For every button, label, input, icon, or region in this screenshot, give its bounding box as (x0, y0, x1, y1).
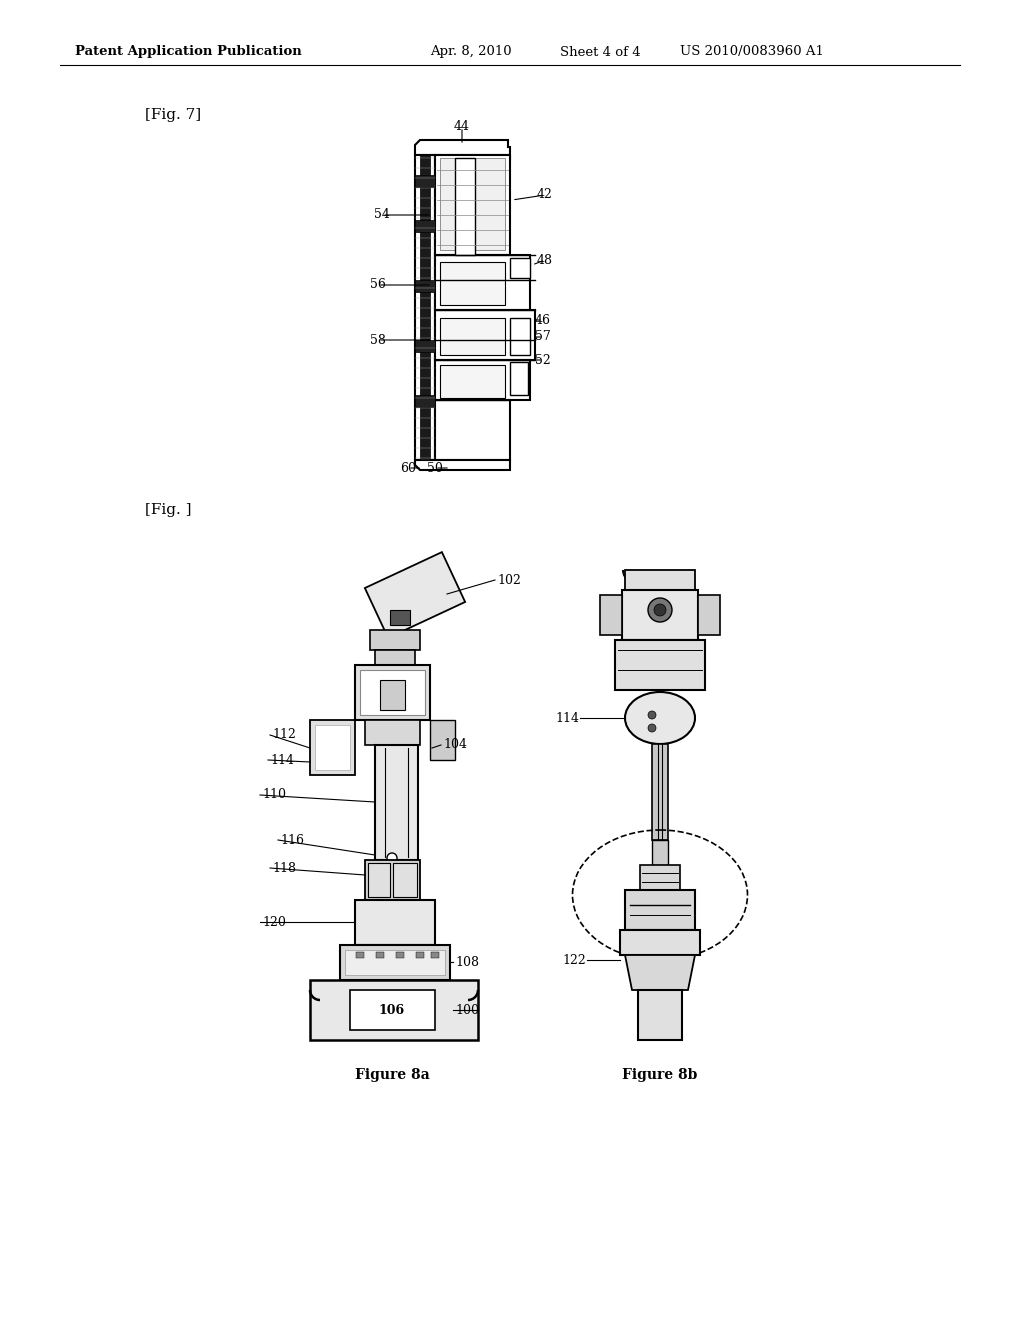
Text: 54: 54 (374, 209, 390, 222)
Polygon shape (440, 158, 505, 249)
Polygon shape (380, 680, 406, 710)
Polygon shape (375, 744, 418, 861)
Polygon shape (435, 154, 510, 255)
Polygon shape (440, 366, 505, 399)
Text: 52: 52 (536, 354, 551, 367)
Polygon shape (435, 360, 530, 400)
Text: 120: 120 (262, 916, 286, 928)
Polygon shape (365, 552, 465, 638)
Polygon shape (310, 719, 355, 775)
Polygon shape (440, 261, 505, 305)
Text: [Fig. ]: [Fig. ] (145, 503, 191, 517)
Polygon shape (416, 952, 424, 958)
Circle shape (648, 598, 672, 622)
Polygon shape (345, 950, 445, 975)
Polygon shape (415, 395, 435, 407)
Polygon shape (698, 595, 720, 635)
Polygon shape (640, 865, 680, 890)
Text: 57: 57 (536, 330, 551, 343)
Polygon shape (390, 610, 410, 624)
Polygon shape (435, 310, 535, 360)
Polygon shape (415, 176, 435, 187)
Polygon shape (365, 861, 420, 900)
Text: 112: 112 (272, 729, 296, 742)
Text: 48: 48 (537, 253, 553, 267)
Polygon shape (393, 863, 417, 898)
Text: 60: 60 (400, 462, 416, 474)
Text: 58: 58 (370, 334, 386, 346)
Polygon shape (396, 952, 404, 958)
Text: 42: 42 (537, 189, 553, 202)
Polygon shape (355, 900, 435, 945)
Polygon shape (435, 400, 510, 459)
Polygon shape (315, 725, 350, 770)
Text: 114: 114 (270, 754, 294, 767)
Polygon shape (415, 341, 435, 352)
Polygon shape (415, 459, 510, 470)
Polygon shape (340, 945, 450, 979)
Text: Figure 8b: Figure 8b (623, 1068, 697, 1082)
Text: Sheet 4 of 4: Sheet 4 of 4 (560, 45, 641, 58)
Polygon shape (510, 362, 528, 395)
Polygon shape (420, 154, 430, 459)
Ellipse shape (625, 692, 695, 744)
Polygon shape (625, 570, 695, 590)
Polygon shape (622, 590, 698, 640)
Polygon shape (440, 318, 505, 355)
Text: 114: 114 (555, 711, 579, 725)
Polygon shape (430, 719, 455, 760)
Polygon shape (355, 665, 430, 719)
Polygon shape (350, 990, 435, 1030)
Polygon shape (652, 840, 668, 865)
Polygon shape (415, 140, 510, 160)
Text: 46: 46 (535, 314, 551, 326)
Polygon shape (615, 640, 705, 690)
Polygon shape (365, 719, 420, 744)
Polygon shape (510, 318, 530, 355)
Circle shape (648, 711, 656, 719)
Text: 110: 110 (262, 788, 286, 801)
Text: Apr. 8, 2010: Apr. 8, 2010 (430, 45, 512, 58)
Text: 118: 118 (272, 862, 296, 874)
Polygon shape (638, 990, 682, 1040)
Text: 100: 100 (455, 1003, 479, 1016)
Polygon shape (375, 649, 415, 665)
Polygon shape (620, 931, 700, 954)
Circle shape (654, 605, 666, 616)
Polygon shape (415, 280, 435, 292)
Text: 106: 106 (379, 1003, 406, 1016)
Polygon shape (370, 630, 420, 649)
Circle shape (387, 853, 397, 863)
Circle shape (648, 723, 656, 733)
Polygon shape (625, 890, 695, 931)
Polygon shape (600, 595, 622, 635)
Polygon shape (376, 952, 384, 958)
Text: 122: 122 (562, 953, 586, 966)
Text: Figure 8a: Figure 8a (354, 1068, 429, 1082)
Polygon shape (652, 744, 668, 840)
Text: 50: 50 (427, 462, 443, 474)
Text: 116: 116 (280, 833, 304, 846)
Polygon shape (431, 952, 439, 958)
Text: 56: 56 (370, 279, 386, 292)
Polygon shape (368, 863, 390, 898)
Text: [Fig. 7]: [Fig. 7] (145, 108, 201, 121)
Polygon shape (415, 220, 435, 232)
Polygon shape (356, 952, 364, 958)
Polygon shape (415, 154, 435, 459)
Polygon shape (360, 671, 425, 715)
Text: US 2010/0083960 A1: US 2010/0083960 A1 (680, 45, 824, 58)
Polygon shape (310, 979, 478, 1040)
Text: 104: 104 (443, 738, 467, 751)
Polygon shape (510, 257, 530, 279)
Text: 44: 44 (454, 120, 470, 133)
Text: 102: 102 (497, 573, 521, 586)
Polygon shape (455, 158, 475, 255)
Polygon shape (625, 954, 695, 990)
Text: Patent Application Publication: Patent Application Publication (75, 45, 302, 58)
Polygon shape (435, 255, 530, 310)
Text: 108: 108 (455, 956, 479, 969)
